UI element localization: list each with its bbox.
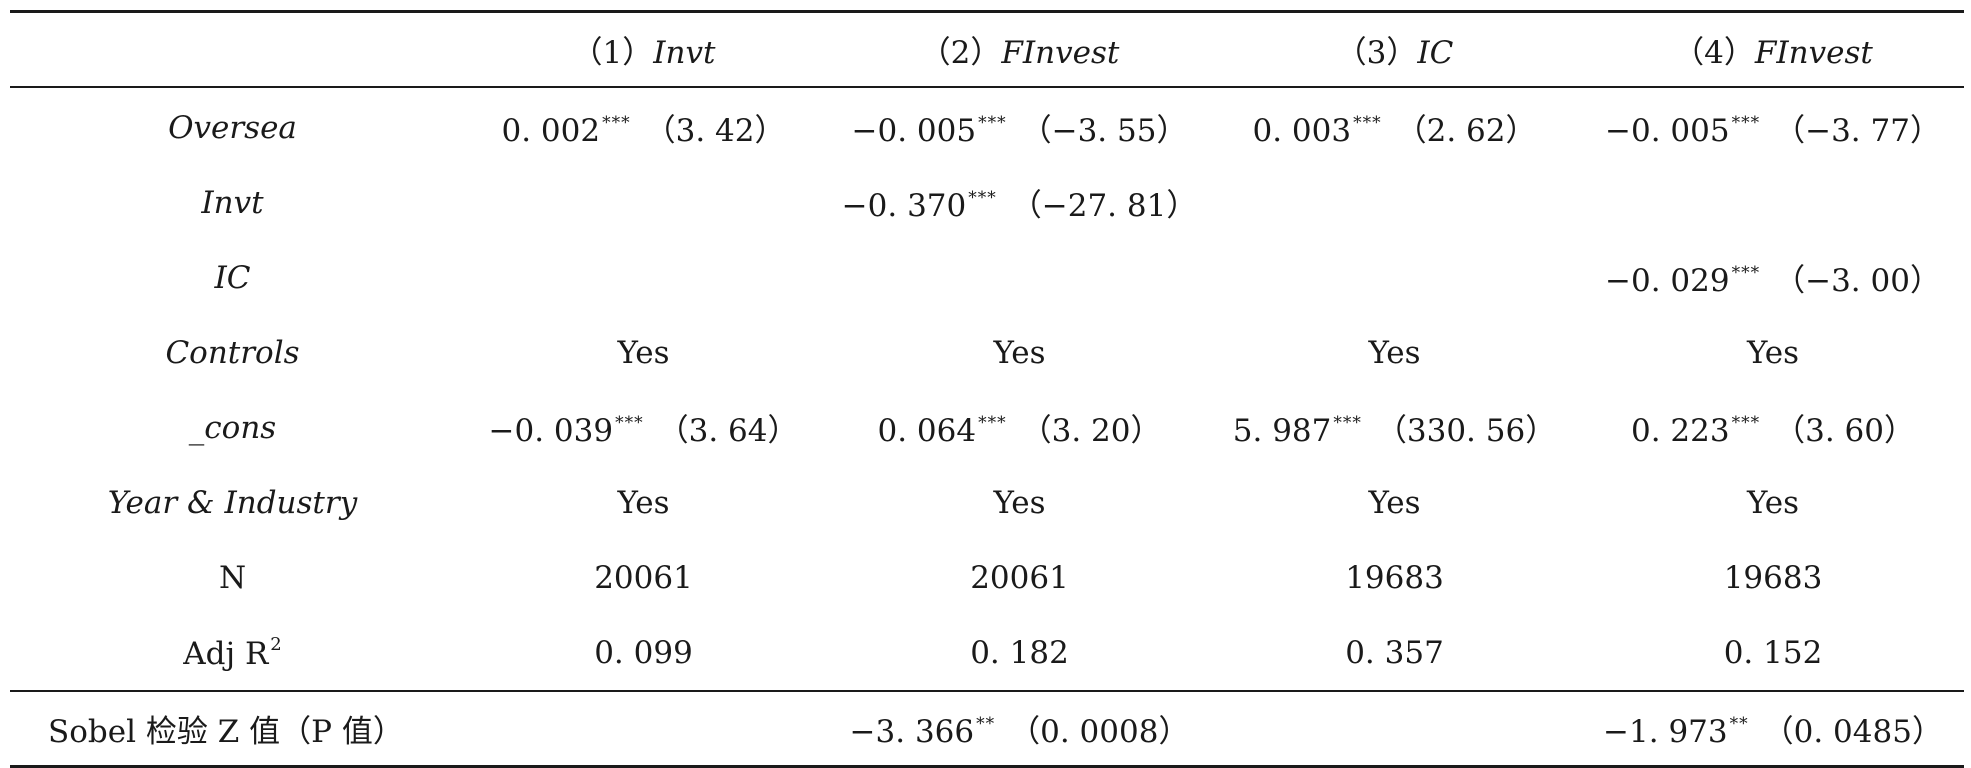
sobel-col-4: −1. 973 ** （0. 0485）	[1582, 690, 1964, 768]
table-row-cons: _cons −0. 039 *** （3. 64） 0. 064 *** （3. 20）…	[10, 390, 1964, 465]
oversea-col-3: 0. 003 *** （2. 62）	[1252, 113, 1537, 149]
year-industry-col-2: Yes	[993, 484, 1046, 521]
row-label-n: N	[218, 559, 247, 596]
ic-col-3	[1207, 240, 1582, 315]
controls-col-4: Yes	[1746, 334, 1800, 371]
invt-col-1	[455, 165, 832, 240]
header-col-2-var: FInvest	[1001, 35, 1120, 71]
header-col-1-var: Invt	[653, 35, 716, 71]
cons-col-3: 5. 987 *** （330. 56）	[1232, 413, 1557, 449]
adj-r2-col-1: 0. 099	[594, 634, 693, 671]
header-col-2: （2）FInvest	[832, 10, 1207, 88]
n-col-4: 19683	[1723, 559, 1823, 596]
table-header-row: （1）Invt （2）FInvest （3）IC （4）FInvest	[10, 10, 1964, 88]
controls-col-2: Yes	[993, 334, 1046, 371]
header-col-4: （4）FInvest	[1582, 10, 1964, 88]
table-row-n: N 20061 20061 19683 19683	[10, 540, 1964, 615]
row-label-oversea: Oversea	[168, 109, 297, 146]
n-col-1: 20061	[594, 559, 693, 596]
year-industry-col-3: Yes	[1368, 484, 1421, 521]
row-label-invt: Invt	[201, 184, 264, 221]
header-col-3-var: IC	[1417, 35, 1454, 71]
table-row-oversea: Oversea 0. 002 *** （3. 42） −0. 005 *** （−3. …	[10, 87, 1964, 165]
table-row-year-industry: Year & Industry Yes Yes Yes Yes	[10, 465, 1964, 540]
controls-col-3: Yes	[1368, 334, 1421, 371]
invt-col-2: −0. 370 *** （−27. 81）	[841, 188, 1198, 224]
table-row-ic: IC −0. 029 *** （−3. 00）	[10, 240, 1964, 315]
table-row-controls: Controls Yes Yes Yes Yes	[10, 315, 1964, 390]
header-col-4-var: FInvest	[1754, 35, 1873, 71]
row-label-cons: _cons	[188, 409, 277, 446]
adj-r2-col-2: 0. 182	[970, 634, 1069, 671]
controls-col-1: Yes	[617, 334, 670, 371]
cons-col-2: 0. 064 *** （3. 20）	[877, 413, 1162, 449]
ic-col-4: −0. 029 *** （−3. 00）	[1605, 263, 1941, 299]
row-label-year-industry: Year & Industry	[107, 484, 358, 521]
regression-results-table: （1）Invt （2）FInvest （3）IC （4）FInvest Over…	[10, 10, 1964, 768]
year-industry-col-1: Yes	[617, 484, 670, 521]
oversea-col-1: 0. 002 *** （3. 42）	[501, 113, 786, 149]
oversea-col-2: −0. 005 *** （−3. 55）	[851, 113, 1188, 149]
adj-r2-col-4: 0. 152	[1723, 634, 1823, 671]
header-col-1: （1）Invt	[455, 10, 832, 88]
adj-r2-col-3: 0. 357	[1345, 634, 1444, 671]
cons-col-1: −0. 039 *** （3. 64）	[488, 413, 799, 449]
year-industry-col-4: Yes	[1746, 484, 1800, 521]
cons-col-4: 0. 223 *** （3. 60）	[1631, 413, 1915, 449]
header-col-3: （3）IC	[1207, 10, 1582, 88]
sobel-col-1	[455, 690, 832, 768]
sobel-col-2: −3. 366 ** （0. 0008）	[832, 690, 1207, 768]
invt-col-4	[1582, 165, 1964, 240]
row-label-sobel: Sobel 检验 Z 值（P 值）	[10, 690, 455, 768]
oversea-col-4: −0. 005 *** （−3. 77）	[1605, 113, 1941, 149]
row-label-controls: Controls	[165, 334, 300, 371]
n-col-2: 20061	[970, 559, 1069, 596]
n-col-3: 19683	[1345, 559, 1444, 596]
ic-col-1	[455, 240, 832, 315]
invt-col-3	[1207, 165, 1582, 240]
header-empty-cell	[10, 10, 455, 88]
ic-col-2	[832, 240, 1207, 315]
table-row-sobel: Sobel 检验 Z 值（P 值） −3. 366 ** （0. 0008） −1.…	[10, 690, 1964, 768]
table-row-invt: Invt −0. 370 *** （−27. 81）	[10, 165, 1964, 240]
row-label-ic: IC	[214, 259, 251, 296]
sobel-col-3	[1207, 690, 1582, 768]
